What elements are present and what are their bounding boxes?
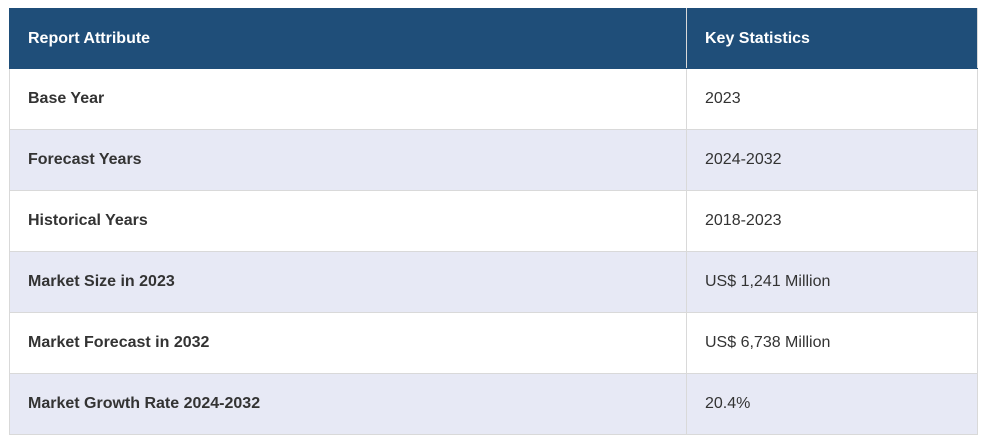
table-row: Historical Years 2018-2023 bbox=[9, 190, 978, 252]
statistic-cell: US$ 6,738 Million bbox=[686, 312, 978, 374]
attribute-cell: Base Year bbox=[9, 68, 687, 130]
table-row: Market Size in 2023 US$ 1,241 Million bbox=[9, 251, 978, 313]
statistic-cell: US$ 1,241 Million bbox=[686, 251, 978, 313]
header-row: Report Attribute Key Statistics bbox=[9, 8, 978, 69]
table-row: Market Growth Rate 2024-2032 20.4% bbox=[9, 373, 978, 435]
attribute-cell: Market Forecast in 2032 bbox=[9, 312, 687, 374]
attribute-cell: Historical Years bbox=[9, 190, 687, 252]
header-cell: Key Statistics bbox=[686, 8, 978, 69]
attribute-cell: Market Growth Rate 2024-2032 bbox=[9, 373, 687, 435]
table-row: Base Year 2023 bbox=[9, 68, 978, 130]
table-body: Base Year 2023 Forecast Years 2024-2032 Hist… bbox=[9, 68, 978, 435]
statistic-cell: 2024-2032 bbox=[686, 129, 978, 191]
statistic-cell: 2023 bbox=[686, 68, 978, 130]
table-row: Market Forecast in 2032 US$ 6,738 Million bbox=[9, 312, 978, 374]
statistic-cell: 2018-2023 bbox=[686, 190, 978, 252]
statistic-cell: 20.4% bbox=[686, 373, 978, 435]
header-cell: Report Attribute bbox=[9, 8, 687, 69]
attribute-cell: Forecast Years bbox=[9, 129, 687, 191]
report-table: Report Attribute Key Statistics Base Yea… bbox=[9, 8, 978, 435]
table-row: Forecast Years 2024-2032 bbox=[9, 129, 978, 191]
attribute-cell: Market Size in 2023 bbox=[9, 251, 687, 313]
